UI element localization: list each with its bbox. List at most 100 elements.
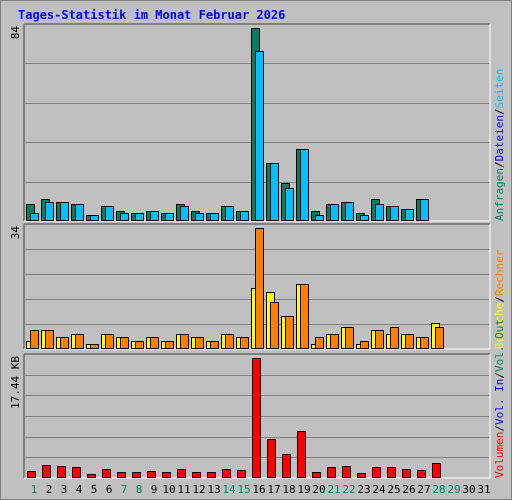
x-axis-day-label: 21 <box>327 483 340 496</box>
bar-volumen-day-28 <box>432 463 441 478</box>
bar-volumen-day-12 <box>192 472 201 478</box>
legend-separator: / <box>493 161 506 168</box>
legend-item-volin: Vol. In <box>493 379 506 425</box>
bar-volumen-day-27 <box>417 470 426 478</box>
x-axis-day-label: 27 <box>417 483 430 496</box>
bar-rechner-day-24 <box>375 330 384 349</box>
bar-volumen-day-7 <box>117 472 126 478</box>
bar-dateien-day-10 <box>165 213 174 221</box>
bar-rechner-day-2 <box>45 330 54 349</box>
legend-hits_files: Anfragen/Dateien/Seiten <box>493 69 506 221</box>
legend-volume: Volumen/Vol. In/Vol. Out <box>493 319 506 478</box>
legend-item-anfragen: Anfragen <box>493 168 506 221</box>
bar-volumen-day-23 <box>357 473 366 478</box>
bar-rechner-day-25 <box>390 327 399 349</box>
x-axis-day-label: 11 <box>177 483 190 496</box>
bar-rechner-day-10 <box>165 341 174 349</box>
bar-rechner-day-26 <box>405 334 414 349</box>
x-axis-day-label: 1 <box>31 483 38 496</box>
bar-dateien-day-2 <box>45 202 54 221</box>
x-axis-day-label: 14 <box>222 483 236 496</box>
bar-dateien-day-7 <box>120 213 129 221</box>
bar-dateien-day-23 <box>360 215 369 221</box>
x-axis-day-label: 2 <box>46 483 53 496</box>
bar-volumen-day-15 <box>237 470 246 478</box>
legend-separator: / <box>493 108 506 115</box>
bar-rechner-day-27 <box>420 337 429 349</box>
x-axis-day-label: 20 <box>312 483 325 496</box>
bar-volumen-day-14 <box>222 469 231 478</box>
bar-volumen-day-10 <box>162 472 171 478</box>
legend-visits_hosts: Besuche/Rechner <box>493 249 506 349</box>
y-axis-max-label: 34 <box>9 226 22 240</box>
bar-rechner-day-1 <box>30 330 39 349</box>
bar-rechner-day-6 <box>105 334 114 349</box>
bar-dateien-day-26 <box>405 209 414 221</box>
bar-rechner-day-13 <box>210 341 219 349</box>
bar-dateien-day-3 <box>60 202 69 221</box>
bar-volumen-day-1 <box>27 471 36 478</box>
bar-dateien-day-9 <box>150 211 159 221</box>
bar-dateien-day-15 <box>240 211 249 221</box>
legend-item-volumen: Volumen <box>493 432 506 478</box>
bar-dateien-day-27 <box>420 199 429 221</box>
bar-volumen-day-26 <box>402 469 411 478</box>
x-axis-day-label: 7 <box>121 483 128 496</box>
y-axis-max-label: 17.44 KB <box>9 356 22 409</box>
bar-dateien-day-19 <box>300 149 309 221</box>
x-axis-day-label: 25 <box>387 483 400 496</box>
bar-volumen-day-18 <box>282 454 291 478</box>
x-axis-day-label: 4 <box>76 483 83 496</box>
x-axis-day-label: 8 <box>136 483 143 496</box>
x-axis-day-label: 18 <box>282 483 295 496</box>
bar-volumen-day-11 <box>177 469 186 478</box>
bar-rechner-day-15 <box>240 337 249 349</box>
bar-volumen-day-25 <box>387 467 396 478</box>
x-axis-day-label: 28 <box>432 483 445 496</box>
x-axis-day-label: 19 <box>297 483 310 496</box>
bar-dateien-day-24 <box>375 204 384 221</box>
bar-rechner-day-9 <box>150 337 159 349</box>
bar-dateien-day-22 <box>345 202 354 221</box>
x-axis-day-label: 16 <box>252 483 265 496</box>
bar-rechner-day-7 <box>120 337 129 349</box>
x-axis-day-label: 3 <box>61 483 68 496</box>
bar-rechner-day-20 <box>315 337 324 349</box>
bar-dateien-day-4 <box>75 204 84 221</box>
x-axis-day-label: 29 <box>447 483 460 496</box>
x-axis-day-label: 23 <box>357 483 370 496</box>
bar-volumen-day-9 <box>147 471 156 478</box>
bar-rechner-day-12 <box>195 337 204 349</box>
chart-title: Tages-Statistik im Monat Februar 2026 <box>18 8 286 22</box>
bar-dateien-day-20 <box>315 215 324 221</box>
x-axis-day-label: 10 <box>162 483 175 496</box>
bar-dateien-day-21 <box>330 204 339 221</box>
legend-separator: / <box>493 372 506 379</box>
x-axis-day-label: 31 <box>477 483 490 496</box>
bar-rechner-day-4 <box>75 334 84 349</box>
bar-rechner-day-28 <box>435 327 444 349</box>
panel-visits_hosts: 34 Besuche/Rechner <box>9 223 506 350</box>
bar-rechner-day-19 <box>300 284 309 349</box>
x-axis-day-label: 30 <box>462 483 475 496</box>
x-axis-day-label: 22 <box>342 483 355 496</box>
bar-dateien-day-6 <box>105 206 114 221</box>
bar-volumen-day-4 <box>72 467 81 478</box>
bar-rechner-day-16 <box>255 228 264 349</box>
bar-volumen-day-5 <box>87 474 96 478</box>
bar-rechner-day-23 <box>360 341 369 349</box>
bar-volumen-day-3 <box>57 466 66 478</box>
bar-volumen-day-22 <box>342 466 351 478</box>
bar-volumen-day-16 <box>252 358 261 478</box>
bar-rechner-day-11 <box>180 334 189 349</box>
legend-item-dateien: Dateien <box>493 115 506 161</box>
legend-separator: / <box>493 296 506 303</box>
legend-item-volout: Vol. Out <box>493 319 506 372</box>
bar-dateien-day-16 <box>255 51 264 221</box>
bar-dateien-day-8 <box>135 213 144 221</box>
x-axis-day-label: 6 <box>106 483 113 496</box>
x-axis-day-label: 9 <box>151 483 158 496</box>
